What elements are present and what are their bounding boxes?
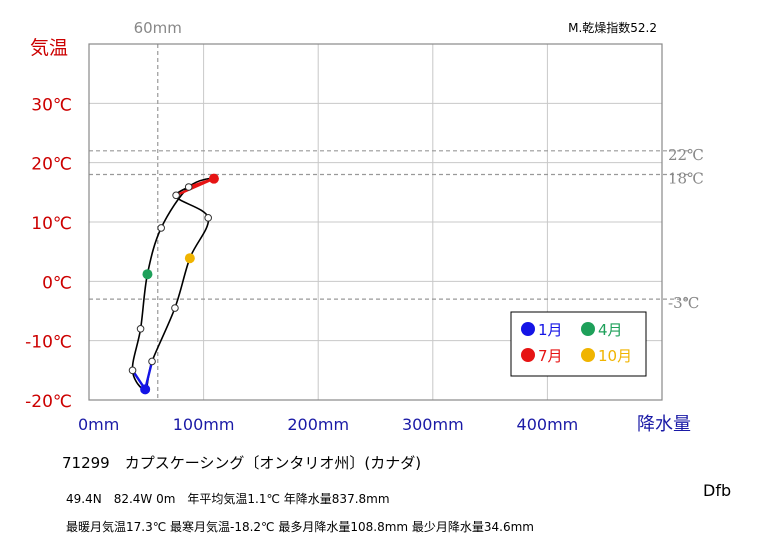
month-point-7 xyxy=(208,173,219,184)
x-tick-label: 300mm xyxy=(402,415,464,434)
grid-lines xyxy=(89,44,662,400)
legend-marker-10 xyxy=(581,348,595,362)
y-tick-label: 30℃ xyxy=(31,95,72,115)
climate-curve xyxy=(131,177,216,391)
reference-label-temp: -3℃ xyxy=(668,294,699,312)
x-tick-label: 0mm xyxy=(78,415,119,434)
month-points xyxy=(128,173,219,395)
y-axis-title: 気温 xyxy=(30,37,68,59)
y-tick-label: 20℃ xyxy=(31,155,72,175)
x-tick-label: 400mm xyxy=(517,415,579,434)
month-point-1 xyxy=(140,384,151,395)
x-tick-label: 100mm xyxy=(173,415,235,434)
month-point-12 xyxy=(148,357,156,366)
month-point-5 xyxy=(157,224,165,232)
reference-lines: 60mm 22℃ 18℃ -3℃ xyxy=(89,19,704,400)
month-point-6 xyxy=(184,183,193,191)
x-axis-title: 降水量 xyxy=(637,414,691,435)
x-tick-label: 200mm xyxy=(287,415,349,434)
coldest-month-segment xyxy=(131,360,154,391)
legend-marker-7 xyxy=(521,348,535,362)
legend-marker-1 xyxy=(521,322,535,336)
annual-cycle-line xyxy=(131,177,215,391)
legend-label-1: 1月 xyxy=(538,321,563,339)
month-point-8 xyxy=(172,191,180,200)
legend-marker-4 xyxy=(581,322,595,336)
month-point-4 xyxy=(142,269,153,280)
station-stats-1: 49.4N 82.4W 0m 年平均気温1.1℃ 年降水量837.8mm xyxy=(66,492,390,506)
legend-label-4: 4月 xyxy=(598,321,623,339)
month-point-10 xyxy=(184,253,195,264)
reference-label-temp: 18℃ xyxy=(668,170,704,188)
y-tick-label: 0℃ xyxy=(42,273,72,293)
month-point-9 xyxy=(204,214,212,222)
legend-label-7: 7月 xyxy=(538,347,563,365)
station-stats-2: 最暖月気温17.3℃ 最寒月気温-18.2℃ 最多月降水量108.8mm 最少月… xyxy=(66,520,534,534)
reference-label-60mm: 60mm xyxy=(134,19,182,37)
legend-box xyxy=(510,311,647,377)
month-point-3 xyxy=(136,325,145,333)
aridity-index-label: M.乾燥指数52.2 xyxy=(568,20,657,35)
y-tick-label: -10℃ xyxy=(25,333,72,353)
station-name: 71299 カプスケーシング〔オンタリオ州〕(カナダ) xyxy=(62,454,422,472)
warmest-month-segment xyxy=(174,177,216,197)
koppen-class: Dfb xyxy=(703,481,732,500)
plot-frame xyxy=(88,43,663,401)
legend: 1月 4月 7月 10月 xyxy=(510,311,647,377)
axis-labels: -20℃ -10℃ 0℃ 10℃ 20℃ 30℃ 気温 0mm 100mm 200mm 300mm 4… xyxy=(25,20,691,435)
legend-label-10: 10月 xyxy=(598,347,632,365)
month-point-2 xyxy=(128,366,137,375)
reference-label-temp: 22℃ xyxy=(668,146,704,164)
month-point-11 xyxy=(171,304,179,312)
y-tick-label: -20℃ xyxy=(25,392,72,412)
y-tick-label: 10℃ xyxy=(31,214,72,234)
